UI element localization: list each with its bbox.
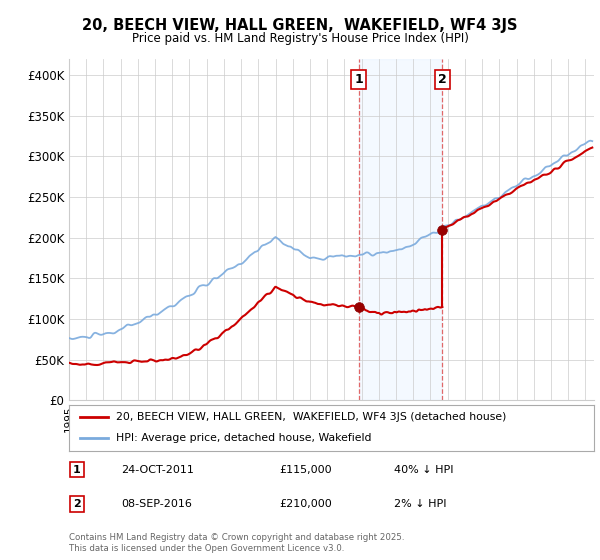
Text: £115,000: £115,000 <box>279 465 332 475</box>
Text: HPI: Average price, detached house, Wakefield: HPI: Average price, detached house, Wake… <box>116 433 372 444</box>
Text: 20, BEECH VIEW, HALL GREEN,  WAKEFIELD, WF4 3JS (detached house): 20, BEECH VIEW, HALL GREEN, WAKEFIELD, W… <box>116 412 506 422</box>
Text: 1: 1 <box>354 73 363 86</box>
Text: £210,000: £210,000 <box>279 499 332 509</box>
Text: 2: 2 <box>438 73 447 86</box>
Text: Contains HM Land Registry data © Crown copyright and database right 2025.
This d: Contains HM Land Registry data © Crown c… <box>69 533 404 553</box>
Text: 2% ↓ HPI: 2% ↓ HPI <box>395 499 447 509</box>
Text: 40% ↓ HPI: 40% ↓ HPI <box>395 465 454 475</box>
Text: 24-OCT-2011: 24-OCT-2011 <box>121 465 194 475</box>
Text: 20, BEECH VIEW, HALL GREEN,  WAKEFIELD, WF4 3JS: 20, BEECH VIEW, HALL GREEN, WAKEFIELD, W… <box>82 18 518 33</box>
Text: 2: 2 <box>73 499 81 509</box>
Text: Price paid vs. HM Land Registry's House Price Index (HPI): Price paid vs. HM Land Registry's House … <box>131 32 469 45</box>
Text: 08-SEP-2016: 08-SEP-2016 <box>121 499 193 509</box>
Text: 1: 1 <box>73 465 81 475</box>
Bar <box>359 59 442 400</box>
